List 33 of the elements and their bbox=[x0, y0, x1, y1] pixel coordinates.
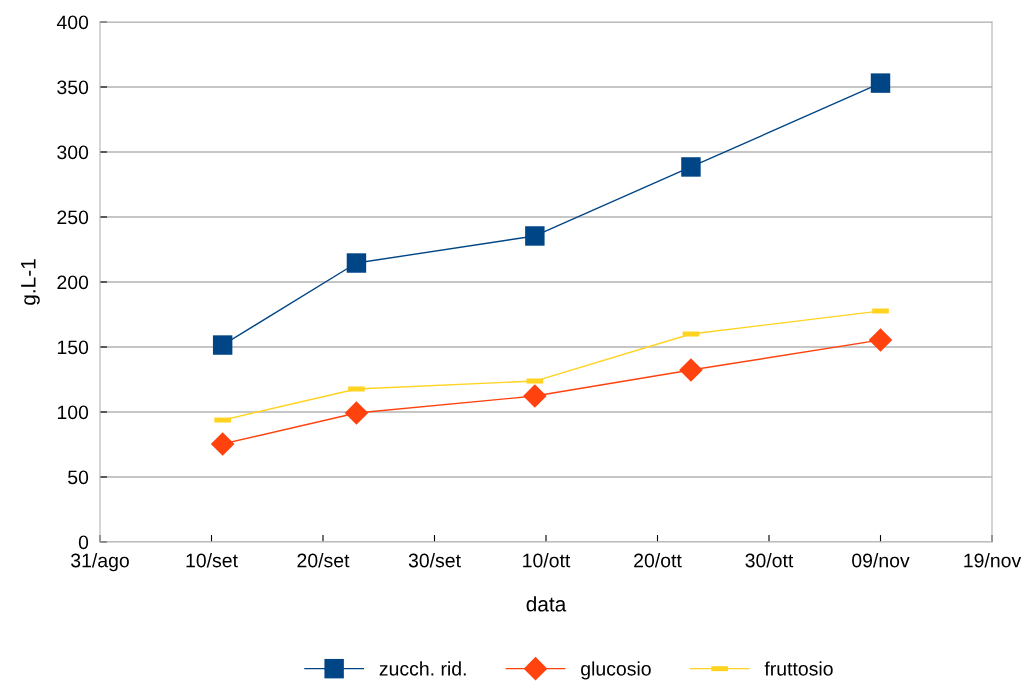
y-tick-label: 100 bbox=[57, 405, 89, 420]
point bbox=[679, 358, 703, 382]
point bbox=[212, 335, 233, 355]
y-tick-label: 200 bbox=[57, 275, 89, 290]
y-axis-title: g.L-1 bbox=[21, 259, 40, 305]
x-tick-label: 30/set bbox=[408, 553, 461, 568]
point bbox=[868, 328, 893, 352]
legend-label: fruttosio bbox=[764, 661, 833, 676]
x-tick-label: 30/ott bbox=[745, 553, 794, 568]
point bbox=[210, 432, 235, 456]
y-tick-label: 50 bbox=[68, 470, 89, 485]
legend-label: zucch. rid. bbox=[379, 661, 466, 676]
x-tick-label: 10/ott bbox=[523, 553, 571, 568]
y-tick-label: 350 bbox=[57, 80, 89, 95]
x-tick-label: 20/set bbox=[297, 553, 350, 568]
point bbox=[525, 226, 545, 246]
x-tick-label: 31/ago bbox=[71, 553, 129, 572]
point bbox=[681, 157, 701, 177]
y-tick-label: 0 bbox=[78, 535, 89, 550]
point bbox=[346, 253, 367, 273]
point bbox=[344, 401, 369, 425]
y-tick-label: 150 bbox=[57, 340, 89, 355]
legend-label: glucosio bbox=[581, 661, 651, 680]
x-tick-label: 10/set bbox=[186, 553, 238, 568]
x-tick-label: 19/nov bbox=[964, 553, 1022, 568]
x-tick-label: 20/ott bbox=[634, 553, 682, 568]
x-axis-title: data bbox=[526, 596, 567, 612]
point bbox=[523, 384, 547, 408]
x-tick-label: 09/nov bbox=[852, 553, 910, 568]
point bbox=[870, 73, 891, 93]
y-tick-label: 250 bbox=[57, 210, 89, 225]
y-tick-label: 300 bbox=[57, 145, 89, 160]
y-tick-label: 400 bbox=[56, 15, 89, 30]
